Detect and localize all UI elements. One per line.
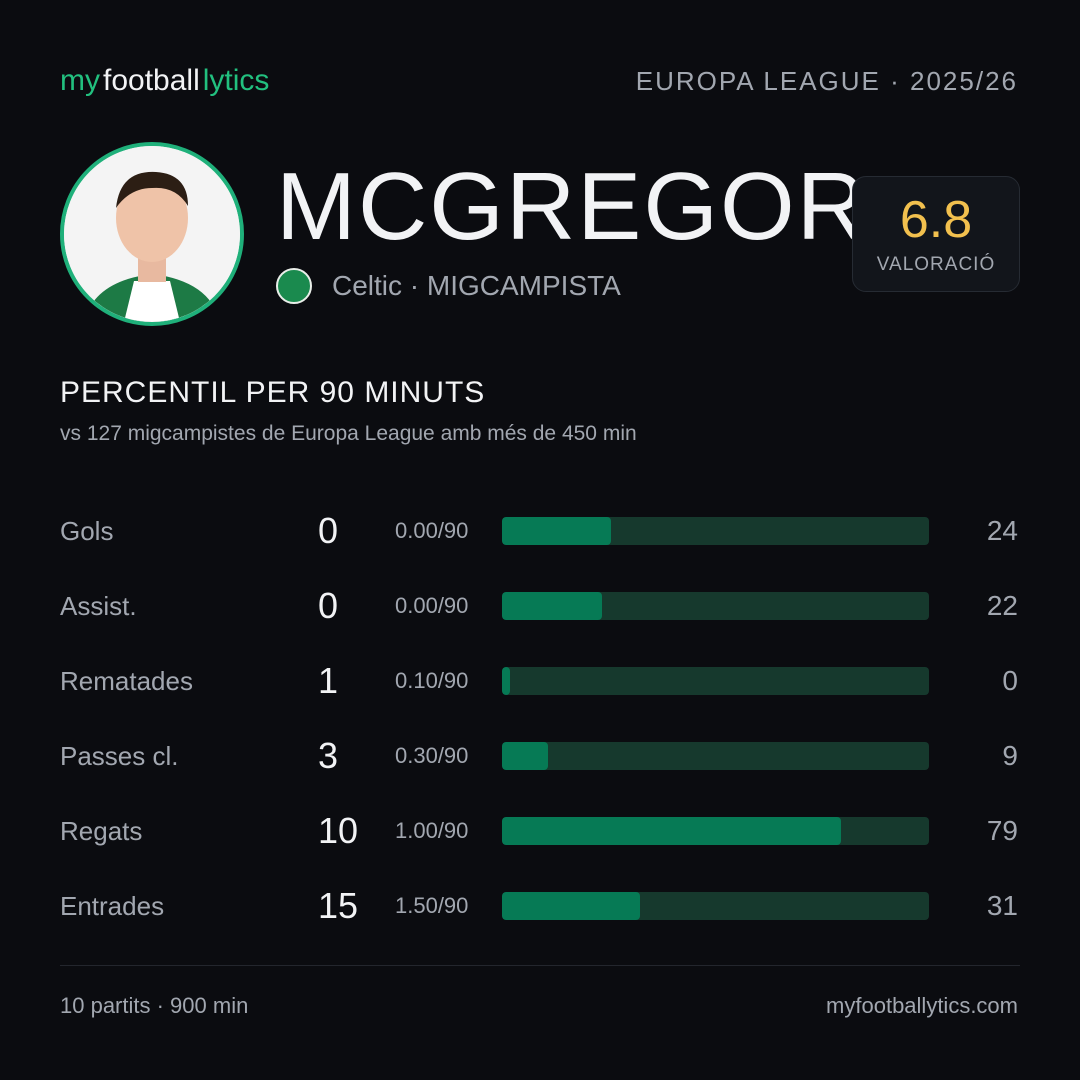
- stat-percentile: 9: [1002, 740, 1018, 771]
- stat-per90: 0.30/90: [395, 743, 469, 768]
- bar-track: [502, 817, 929, 845]
- stat-total: 0: [318, 510, 339, 551]
- stat-label: Rematades: [60, 666, 193, 696]
- bar-track: [502, 742, 929, 770]
- percentile-bar: [502, 892, 640, 920]
- stat-label: Regats: [60, 816, 143, 846]
- stat-per90: 0.00/90: [395, 593, 469, 618]
- stat-total: 3: [318, 735, 339, 776]
- footer-site: myfootballytics.com: [826, 993, 1018, 1018]
- rating-box: [852, 176, 1020, 292]
- club-badge: [276, 268, 312, 304]
- brand-part: football: [103, 64, 200, 97]
- stat-percentile: 24: [986, 515, 1018, 546]
- percentile-bar: [502, 592, 603, 620]
- stat-percentile: 31: [986, 890, 1018, 921]
- stat-label: Gols: [60, 516, 114, 546]
- bar-track: [502, 667, 929, 695]
- competition: EUROPA LEAGUE · 2025/26: [635, 66, 1018, 96]
- rating-label: VALORACIÓ: [876, 254, 996, 275]
- divider: [60, 965, 1020, 966]
- percentile-bar: [502, 817, 841, 845]
- stat-total: 10: [318, 810, 359, 851]
- stat-percentile: 79: [986, 815, 1018, 846]
- bar-track: [502, 892, 929, 920]
- footer-summary: 10 partits · 900 min: [60, 993, 249, 1018]
- player-photo: [60, 142, 244, 326]
- player-name: MCGREGOR: [276, 153, 868, 260]
- rating-value: 6.8: [899, 191, 973, 249]
- bar-track: [502, 592, 929, 620]
- bar-track: [502, 517, 929, 545]
- stat-total: 0: [318, 585, 339, 626]
- photo-art: [64, 146, 240, 322]
- stat-label: Entrades: [60, 891, 165, 921]
- section-subtitle: vs 127 migcampistes de Europa League amb…: [60, 422, 637, 445]
- brand-part: lytics: [202, 64, 270, 97]
- percentile-bar: [502, 517, 611, 545]
- stat-per90: 1.00/90: [395, 818, 469, 843]
- brand: my football lytics: [60, 64, 269, 98]
- stat-per90: 0.00/90: [395, 518, 469, 543]
- stat-total: 1: [318, 660, 339, 701]
- stat-label: Assist.: [60, 591, 137, 621]
- team-position: Celtic · MIGCAMPISTA: [332, 270, 621, 301]
- stat-percentile: 22: [986, 590, 1018, 621]
- stat-percentile: 0: [1002, 665, 1018, 696]
- percentile-bar: [502, 742, 548, 770]
- stat-label: Passes cl.: [60, 741, 179, 771]
- brand-part: my: [60, 64, 100, 97]
- stat-total: 15: [318, 885, 359, 926]
- percentile-bar: [502, 667, 510, 695]
- stat-per90: 0.10/90: [395, 668, 469, 693]
- stat-per90: 1.50/90: [395, 893, 469, 918]
- section-title: PERCENTIL PER 90 MINUTS: [60, 376, 486, 409]
